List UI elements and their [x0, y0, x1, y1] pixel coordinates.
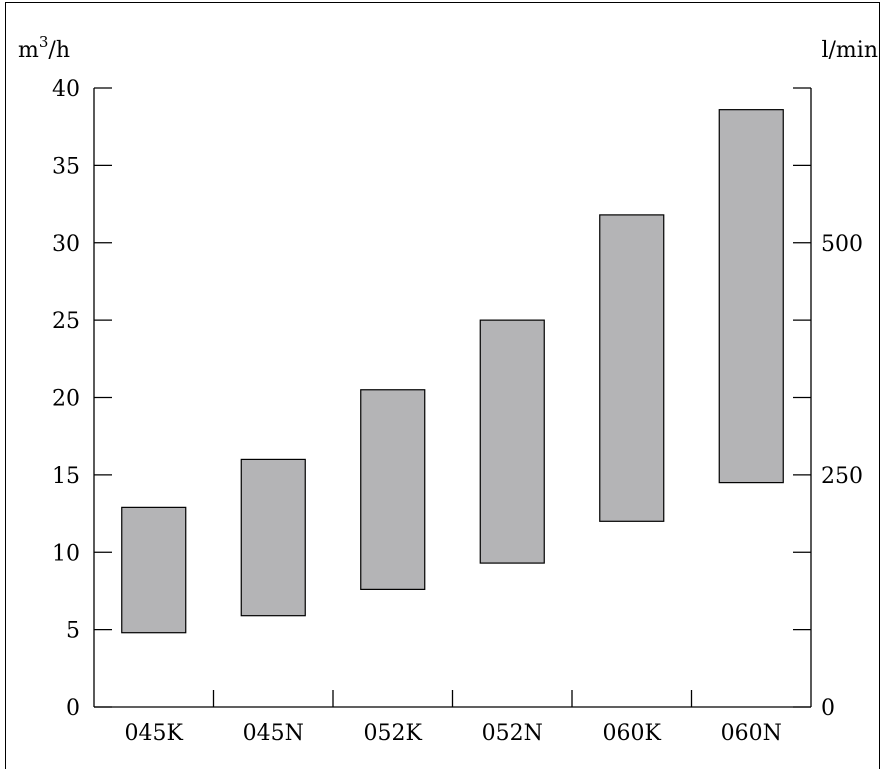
left-axis-tick-label: 25 — [52, 309, 80, 334]
left-axis-tick-label: 0 — [66, 696, 80, 721]
left-axis-tick-label: 15 — [52, 464, 80, 489]
x-axis-tick-label: 045N — [243, 721, 304, 746]
chart-frame — [5, 2, 880, 769]
axes — [93, 87, 812, 708]
left-axis-tick-label: 10 — [52, 541, 80, 566]
x-axis-tick-label: 060K — [603, 721, 662, 746]
left-axis-tick-label: 35 — [52, 154, 80, 179]
x-axis-tick-label: 052N — [482, 721, 543, 746]
range-bar-052k — [360, 389, 426, 590]
left-axis-tick-label: 40 — [52, 77, 80, 102]
left-axis-tick-label: 20 — [52, 387, 80, 412]
right-axis-tick-label: 250 — [821, 464, 863, 489]
range-bar-045k — [121, 506, 187, 634]
right-axis-unit: l/min — [821, 38, 878, 63]
x-axis-tick-label: 060N — [721, 721, 782, 746]
range-bar-052n — [479, 319, 545, 564]
left-axis-tick-label: 30 — [52, 232, 80, 257]
left-axis-unit: m3/h — [18, 33, 70, 63]
bars — [121, 109, 784, 634]
range-bar-045n — [240, 458, 306, 617]
left-axis-tick-label: 5 — [66, 619, 80, 644]
x-axis-tick-label: 052K — [364, 721, 423, 746]
right-axis-tick-label: 0 — [821, 696, 835, 721]
range-bar-060n — [718, 109, 784, 484]
range-bar-060k — [599, 214, 665, 522]
right-axis-tick-label: 500 — [821, 232, 863, 257]
labels: m3/h l/min 0 5 10 15 20 25 30 35 40 0 250 500 045K 04… — [18, 33, 878, 746]
x-axis-tick-label: 045K — [125, 721, 184, 746]
